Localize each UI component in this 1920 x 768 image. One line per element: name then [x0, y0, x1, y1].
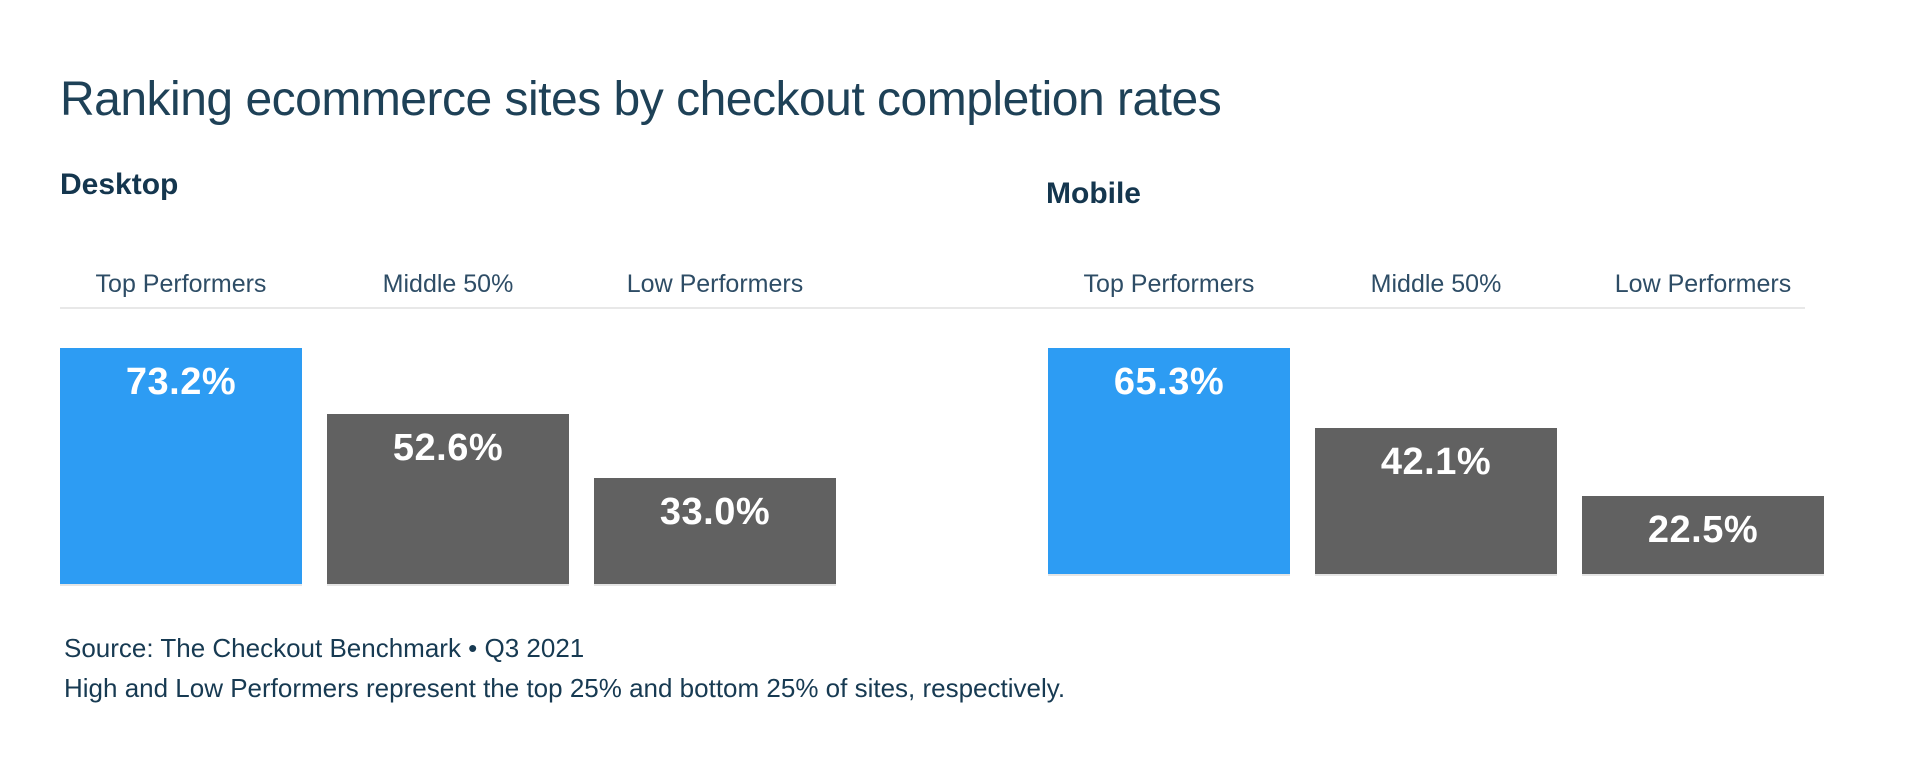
column-label: Low Performers [1614, 270, 1792, 298]
column-label: Top Performers [1083, 270, 1255, 298]
column-low-performers: Low Performers 22.5% [1582, 270, 1824, 574]
section-label-desktop: Desktop [60, 168, 179, 201]
bar-desktop-low-performers: 33.0% [594, 478, 836, 584]
column-top-performers: Top Performers 73.2% [60, 270, 302, 584]
bar-mobile-top-performers: 65.3% [1048, 348, 1290, 574]
column-label: Low Performers [626, 270, 804, 298]
bar-value-label: 73.2% [125, 361, 237, 403]
column-middle-50: Middle 50% 52.6% [327, 270, 569, 584]
footer-notes: Source: The Checkout Benchmark • Q3 2021… [64, 628, 1065, 708]
panel-mobile: Top Performers 65.3% Middle 50% 42.1% Lo… [1048, 270, 1824, 574]
panel-desktop: Top Performers 73.2% Middle 50% 52.6% Lo… [60, 270, 836, 584]
bar-value-label: 52.6% [392, 427, 504, 469]
bar-value-label: 33.0% [659, 491, 771, 533]
bar-mobile-low-performers: 22.5% [1582, 496, 1824, 574]
bar-value-label: 65.3% [1113, 361, 1225, 403]
bar-value-label: 42.1% [1380, 441, 1492, 483]
bar-desktop-middle-50: 52.6% [327, 414, 569, 584]
footnote: High and Low Performers represent the to… [64, 673, 1066, 703]
divider-line [60, 307, 1805, 309]
bar-value-label: 22.5% [1647, 509, 1759, 551]
column-label: Top Performers [95, 270, 267, 298]
bar-mobile-middle-50: 42.1% [1315, 428, 1557, 574]
column-top-performers: Top Performers 65.3% [1048, 270, 1290, 574]
bar-desktop-top-performers: 73.2% [60, 348, 302, 584]
column-label: Middle 50% [382, 270, 514, 298]
source-note: Source: The Checkout Benchmark • Q3 2021 [64, 633, 585, 663]
section-label-mobile: Mobile [1046, 177, 1141, 210]
column-middle-50: Middle 50% 42.1% [1315, 270, 1557, 574]
column-label: Middle 50% [1370, 270, 1502, 298]
column-low-performers: Low Performers 33.0% [594, 270, 836, 584]
chart-title: Ranking ecommerce sites by checkout comp… [60, 73, 1222, 126]
